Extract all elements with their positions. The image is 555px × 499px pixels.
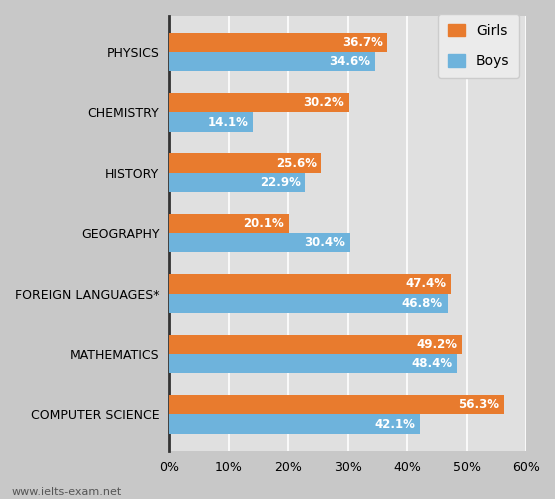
Bar — [169, 274, 451, 293]
Bar — [169, 335, 462, 354]
Bar — [169, 354, 457, 373]
Text: www.ielts-exam.net: www.ielts-exam.net — [11, 487, 122, 497]
Bar — [169, 52, 375, 71]
Text: 25.6%: 25.6% — [276, 157, 317, 170]
Bar — [169, 173, 305, 192]
Bar — [169, 214, 289, 233]
Bar — [169, 395, 504, 414]
Text: 42.1%: 42.1% — [374, 418, 415, 431]
Text: 22.9%: 22.9% — [260, 176, 301, 189]
Text: 34.6%: 34.6% — [329, 55, 370, 68]
Bar — [169, 32, 387, 52]
Bar — [169, 293, 447, 313]
Text: 36.7%: 36.7% — [342, 36, 383, 49]
Text: 56.3%: 56.3% — [458, 398, 500, 411]
Legend: Girls, Boys: Girls, Boys — [438, 14, 519, 78]
Text: 20.1%: 20.1% — [243, 217, 284, 230]
Bar — [169, 93, 349, 112]
Text: 48.4%: 48.4% — [411, 357, 452, 370]
Text: 14.1%: 14.1% — [208, 116, 248, 129]
Text: 30.2%: 30.2% — [304, 96, 344, 109]
Text: 30.4%: 30.4% — [304, 237, 345, 250]
Text: 49.2%: 49.2% — [416, 338, 457, 351]
Bar — [169, 154, 321, 173]
Bar — [169, 112, 253, 132]
Text: 46.8%: 46.8% — [402, 297, 443, 310]
Text: 47.4%: 47.4% — [405, 277, 446, 290]
Bar — [169, 414, 420, 434]
Bar — [169, 233, 350, 252]
